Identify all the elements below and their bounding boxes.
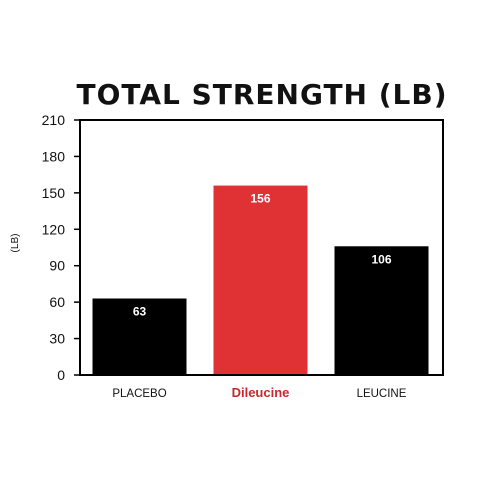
y-axis-label: (LB) xyxy=(10,234,21,253)
y-tick-label: 210 xyxy=(42,112,66,128)
y-tick-label: 30 xyxy=(49,331,65,347)
y-tick-label: 90 xyxy=(49,258,65,274)
y-axis-ticks: 0 30 60 90 120 150 180 210 xyxy=(42,112,80,383)
y-tick-label: 150 xyxy=(42,185,66,201)
x-category-label: LEUCINE xyxy=(357,388,407,400)
y-tick-label: 60 xyxy=(49,294,65,310)
y-tick-label: 180 xyxy=(42,148,66,164)
data-label: 63 xyxy=(133,305,147,319)
y-tick-label: 120 xyxy=(42,221,66,237)
data-label: 156 xyxy=(250,192,270,206)
x-category-label: Dileucine xyxy=(232,385,290,400)
plot-frame xyxy=(79,119,444,376)
x-axis-categories: PLACEBO Dileucine LEUCINE xyxy=(112,385,406,400)
bar-placebo xyxy=(92,298,187,375)
bar-dileucine xyxy=(213,185,308,375)
data-label: 106 xyxy=(371,252,391,266)
bar-leucine xyxy=(334,246,429,375)
chart-title: TOTAL STRENGTH (LB) xyxy=(76,78,447,111)
x-category-label: PLACEBO xyxy=(112,388,166,400)
data-labels-group: 63 156 106 xyxy=(133,192,392,319)
y-tick-label: 0 xyxy=(57,367,65,383)
bars-group xyxy=(92,185,429,375)
